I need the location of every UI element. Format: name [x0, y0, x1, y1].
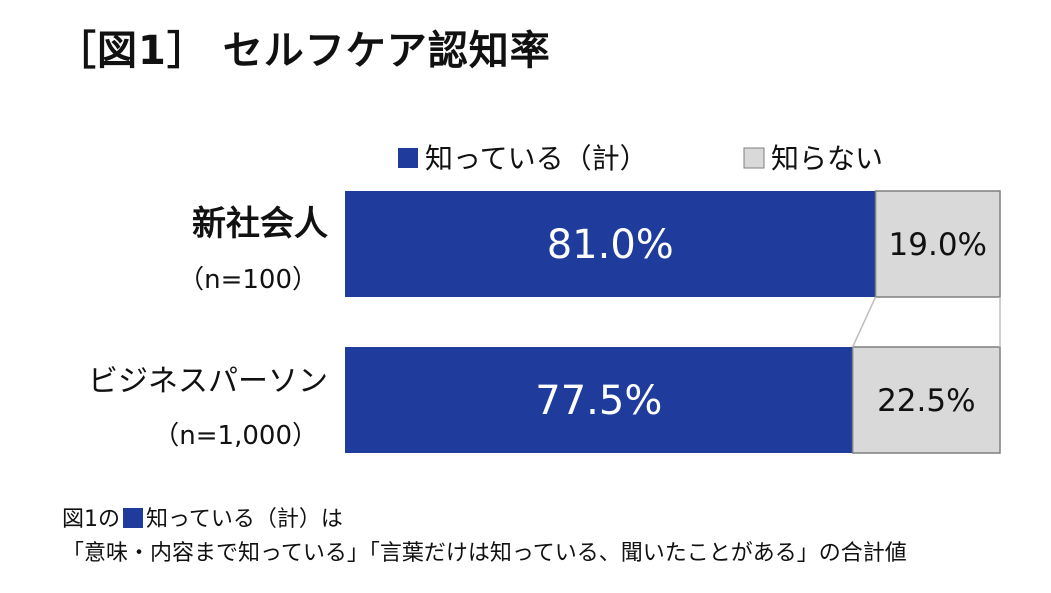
footnote-line-2: 「意味・内容まで知っている」「言葉だけは知っている、聞いたことがある」の合計値 [62, 541, 907, 566]
footnote-prefix: 図1の [62, 507, 120, 532]
data-label-0-0: 81.0% [547, 222, 674, 268]
bar-segment-0-0 [345, 191, 876, 297]
legend-swatch-0 [398, 148, 418, 168]
bar-segment-0-1 [874, 190, 1001, 298]
legend-label-0: 知っている（計） [425, 142, 648, 175]
stacked-bar-chart: 知っている（計） 知らない 81.0% 19.0% 新社会人 （n=100） 77.5% 22… [88, 142, 1001, 454]
footnote: 図1の 知っている（計）は 「意味・内容まで知っている」「言葉だけは知っている、聞… [62, 503, 907, 571]
category-label-1: ビジネスパーソン [88, 364, 328, 399]
data-label-1-1: 22.5% [877, 383, 975, 419]
category-label-0: 新社会人 [192, 204, 328, 244]
series-connector-0 [851, 296, 877, 348]
legend-swatch-1 [743, 147, 765, 169]
category-n-1: （n=1,000） [153, 421, 318, 451]
chart-title: ［図1］ セルフケア認知率 [56, 28, 551, 74]
bar-segment-1-1 [851, 346, 1001, 454]
data-label-1-0: 77.5% [535, 378, 662, 424]
category-n-0: （n=100） [178, 265, 318, 295]
footnote-line-1: 図1の 知っている（計）は [62, 503, 907, 537]
legend-label-1: 知らない [771, 142, 883, 175]
footnote-suffix: 知っている（計）は [146, 507, 343, 532]
data-label-0-1: 19.0% [889, 227, 987, 263]
footnote-known-swatch [123, 508, 143, 528]
bar-segment-1-0 [345, 347, 853, 453]
